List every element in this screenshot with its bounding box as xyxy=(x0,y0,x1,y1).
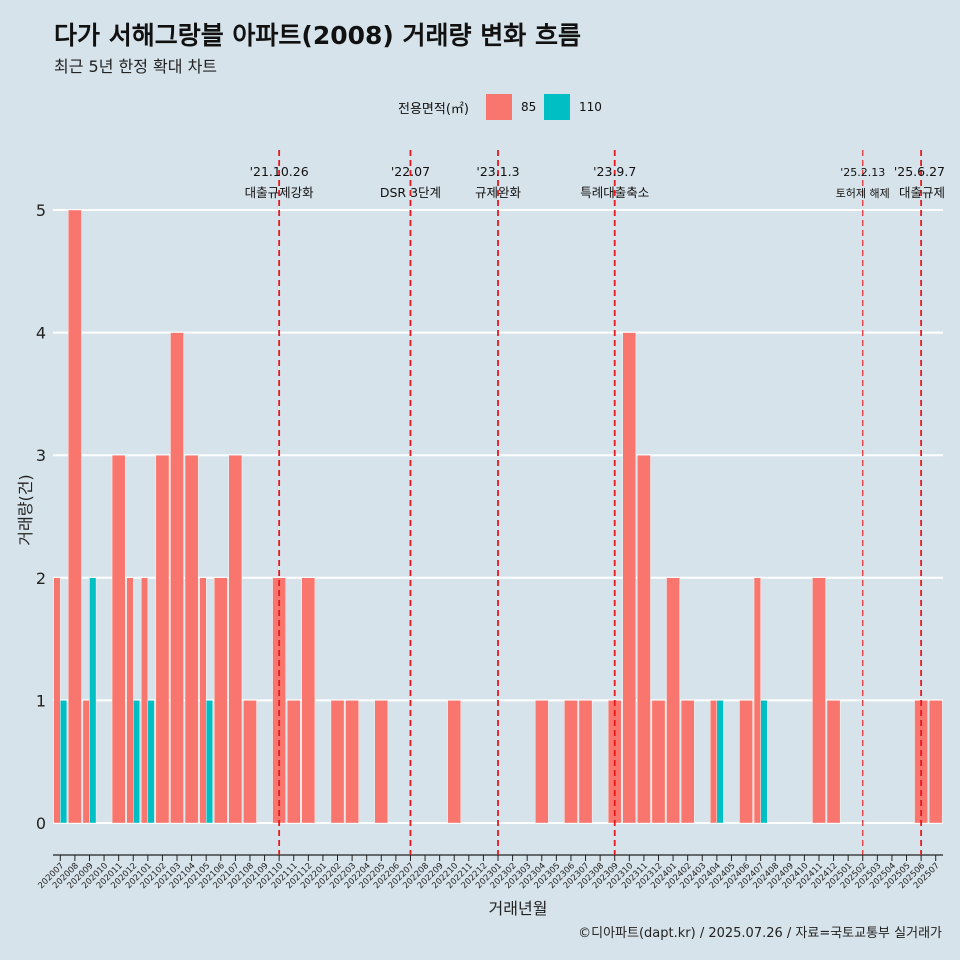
event-label-202309: 특례대출축소 xyxy=(580,185,649,200)
legend: 전용면적(㎡) 85 110 xyxy=(0,94,960,120)
bar-85-202306 xyxy=(564,700,578,824)
bar-85-202312 xyxy=(651,700,666,824)
event-label-202301: 규제완화 xyxy=(475,185,522,200)
bar-85-202401 xyxy=(666,577,680,824)
event-label-202207: DSR 3단계 xyxy=(380,185,441,200)
bar-85-202106 xyxy=(214,577,228,824)
bar-85-202105 xyxy=(199,577,207,824)
bar-85-202310 xyxy=(622,332,637,824)
event-label-202506: 대출규제 xyxy=(899,185,945,200)
event-date-202309: '23.9.7 xyxy=(593,164,636,179)
bar-110-202012 xyxy=(133,700,141,824)
y-tick-label: 5 xyxy=(36,201,46,220)
event-date-202207: '22.07 xyxy=(391,164,430,179)
bar-85-202111 xyxy=(286,700,301,824)
bar-85-202304 xyxy=(535,700,549,824)
y-tick-label: 4 xyxy=(36,324,46,343)
event-label-202502: 토허제 해제 xyxy=(836,186,890,200)
bar-85-202404 xyxy=(710,700,718,824)
bar-85-202402 xyxy=(680,700,695,824)
event-date-202506: '25.6.27 xyxy=(894,164,945,179)
bar-85-202203 xyxy=(345,700,359,824)
bar-85-202210 xyxy=(447,700,461,824)
bar-85-202205 xyxy=(374,700,389,824)
y-tick-label: 2 xyxy=(36,569,46,588)
x-axis-title: 거래년월 xyxy=(489,899,548,918)
chart-caption: ©디아파트(dapt.kr) / 2025.07.26 / 자료=국토교통부 실… xyxy=(578,926,942,941)
bar-85-202411 xyxy=(812,577,826,824)
bar-85-202007 xyxy=(53,577,61,824)
bar-85-202104 xyxy=(184,455,199,824)
legend-label-85: 85 xyxy=(521,100,537,114)
event-date-202110: '21.10.26 xyxy=(250,164,309,179)
y-tick-label: 1 xyxy=(36,691,46,710)
bar-110-202007 xyxy=(60,700,68,824)
bar-110-202105 xyxy=(205,700,213,824)
bar-85-202112 xyxy=(301,577,316,824)
y-axis-title: 거래량(건) xyxy=(16,474,35,545)
bar-85-202009 xyxy=(82,700,90,824)
bar-85-202012 xyxy=(126,577,134,824)
bar-85-202412 xyxy=(826,700,841,824)
bar-110-202407 xyxy=(760,700,768,824)
legend-title: 전용면적(㎡) xyxy=(398,102,469,117)
bar-85-202108 xyxy=(243,700,257,824)
bar-85-202102 xyxy=(155,455,170,824)
event-date-202502: '25.2.13 xyxy=(840,166,885,179)
bar-85-202008 xyxy=(68,209,82,824)
chart-title: 다가 서해그랑블 아파트(2008) 거래량 변화 흐름 xyxy=(54,21,581,50)
bar-110-202404 xyxy=(716,700,724,824)
bar-85-202103 xyxy=(170,332,184,824)
bar-85-202507 xyxy=(928,700,943,824)
legend-swatch-85 xyxy=(486,94,512,120)
chart-subtitle: 최근 5년 한정 확대 차트 xyxy=(54,57,218,76)
bar-85-202311 xyxy=(637,455,651,824)
event-date-202301: '23.1.3 xyxy=(476,164,519,179)
bar-85-202406 xyxy=(739,700,753,824)
bar-85-202202 xyxy=(330,700,345,824)
event-label-202110: 대출규제강화 xyxy=(245,185,315,200)
bar-85-202011 xyxy=(111,455,126,824)
bar-110-202101 xyxy=(147,700,155,824)
bar-85-202407 xyxy=(753,577,761,824)
legend-swatch-110 xyxy=(544,94,570,120)
bar-85-202307 xyxy=(578,700,593,824)
y-tick-label: 0 xyxy=(36,814,46,833)
legend-label-110: 110 xyxy=(579,100,602,114)
y-tick-label: 3 xyxy=(36,446,46,465)
bar-85-202107 xyxy=(228,455,243,824)
bar-110-202009 xyxy=(89,577,97,824)
bar-85-202101 xyxy=(141,577,149,824)
